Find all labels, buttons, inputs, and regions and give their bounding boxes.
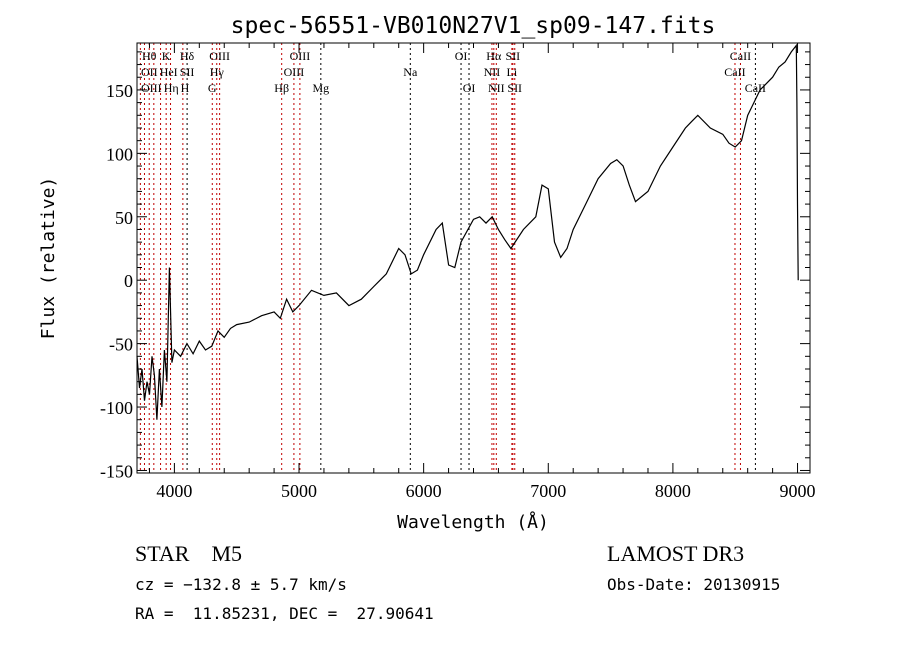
spectral-line-label: Hβ — [274, 81, 289, 95]
spectral-line-label: OIII — [290, 49, 311, 63]
spectral-line-label: OII — [141, 65, 158, 79]
spectral-line-label: NII — [488, 81, 505, 95]
x-tick-label: 6000 — [406, 481, 442, 501]
survey-name: LAMOST DR3 — [607, 541, 744, 566]
spectral-line-label: Hη — [164, 81, 179, 95]
spectral-line-label: SII — [180, 65, 195, 79]
spectral-line-label: OIII — [141, 81, 162, 95]
y-tick-label: 100 — [106, 144, 133, 164]
plot-frame — [136, 42, 811, 474]
spectral-line-label: CaII — [745, 81, 766, 95]
redshift-cz: cz = −132.8 ± 5.7 km/s — [135, 575, 347, 594]
spectral-lines — [139, 43, 756, 473]
y-tick-label: 50 — [115, 208, 133, 228]
y-tick-label: -100 — [100, 398, 133, 418]
spectral-line-label: Na — [403, 65, 418, 79]
chart-title: spec-56551-VB010N27V1_sp09-147.fits — [231, 13, 716, 39]
ra-dec: RA = 11.85231, DEC = 27.90641 — [135, 604, 434, 623]
y-axis-label: Flux (relative) — [38, 177, 59, 340]
spectral-line-label: HeI — [160, 65, 178, 79]
spectral-line-label: Mg — [313, 81, 330, 95]
spectral-line-label: Hγ — [210, 65, 225, 79]
x-axis-label: Wavelength (Å) — [397, 511, 549, 533]
spectral-line-label: Hδ — [180, 49, 195, 63]
spectral-line-label: K — [162, 49, 171, 63]
spectral-line-label: CaII — [730, 49, 751, 63]
spectral-line-label: OI — [463, 81, 476, 95]
y-tick-label: 0 — [124, 271, 133, 291]
spectral-line-label: SII — [507, 81, 522, 95]
x-tick-label: 4000 — [156, 481, 192, 501]
y-tick-label: -50 — [109, 335, 133, 355]
spectral-line-label: H — [181, 81, 190, 95]
spectral-line-label: CaII — [724, 65, 745, 79]
x-tick-label: 9000 — [780, 481, 816, 501]
object-class: STAR M5 — [135, 541, 242, 566]
spectral-line-label: Li — [507, 65, 518, 79]
y-tick-label: -150 — [100, 461, 133, 481]
spectral-line-label: Hθ — [142, 49, 157, 63]
spectrum-line — [136, 43, 799, 420]
y-tick-label: 150 — [106, 81, 133, 101]
x-tick-label: 8000 — [655, 481, 691, 501]
x-tick-label: 7000 — [530, 481, 566, 501]
spectral-line-label: OIII — [209, 49, 230, 63]
spectral-line-label: OI — [455, 49, 468, 63]
spectral-line-label: G — [208, 81, 217, 95]
obs-date: Obs-Date: 20130915 — [607, 575, 780, 594]
spectral-line-label: Hα — [486, 49, 502, 63]
x-tick-label: 5000 — [281, 481, 317, 501]
spectral-line-label: OIII — [284, 65, 305, 79]
axis-ticks: 4000 5000 6000 7000 8000 9000 -150 -100 -50 0 50 10… — [100, 43, 816, 501]
spectral-line-label: NII — [484, 65, 501, 79]
spectral-line-label: SII — [506, 49, 521, 63]
